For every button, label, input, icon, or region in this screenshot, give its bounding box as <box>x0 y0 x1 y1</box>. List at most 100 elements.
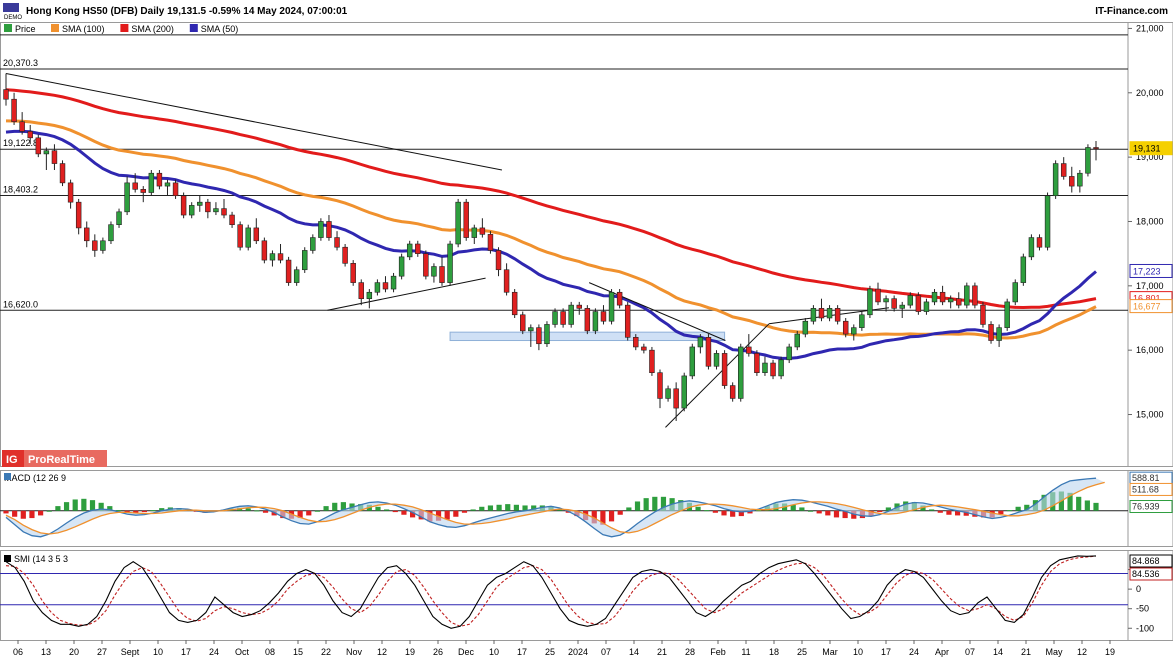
candle-body <box>11 98 17 123</box>
candle-body <box>84 227 90 242</box>
y-tick-label: 17,000 <box>1136 281 1164 291</box>
macd-hist-bar <box>141 510 148 513</box>
macd-hist-bar <box>479 506 485 511</box>
legend-label-0: Price <box>15 24 36 34</box>
price-tag-0: 19,131 <box>1133 144 1161 154</box>
macd-hist-bar <box>505 504 511 511</box>
macd-hist-bar <box>825 510 831 516</box>
price-tag-3: 16,677 <box>1133 302 1161 312</box>
candle-body <box>641 346 647 351</box>
macd-hist-bar <box>756 510 762 512</box>
macd-hist-bar <box>842 510 848 519</box>
smi-y-tick-label: -50 <box>1136 604 1149 614</box>
macd-hist-bar <box>245 508 251 511</box>
candle-body <box>43 150 50 155</box>
candle-body <box>1085 147 1091 174</box>
candle-body <box>75 201 82 229</box>
macd-hist-bar <box>807 510 814 512</box>
macd-hist-bar <box>738 510 744 517</box>
candle-body <box>552 311 558 325</box>
candle-body <box>471 227 478 238</box>
x-tick-label: 10 <box>853 647 863 657</box>
candle-body <box>253 227 260 242</box>
candle-body <box>310 237 316 251</box>
macd-hist-bar <box>946 510 952 515</box>
candle-body <box>503 269 510 293</box>
candle-body <box>431 266 437 277</box>
macd-hist-bar <box>487 505 494 511</box>
macd-hist-bar <box>617 510 623 515</box>
macd-hist-bar <box>513 504 519 511</box>
x-tick-label: 28 <box>685 647 695 657</box>
candle-body <box>810 308 817 322</box>
x-tick-label: 08 <box>265 647 275 657</box>
candle-body <box>528 327 534 332</box>
candle-body <box>762 362 768 373</box>
ig-logo-text: IG <box>6 454 18 466</box>
level-label-3: 16,620.0 <box>3 299 38 309</box>
candle-body <box>544 324 550 345</box>
legend-label-3: SMA (50) <box>201 24 239 34</box>
macd-hist-bar <box>1067 492 1073 511</box>
candle-body <box>520 314 526 332</box>
macd-hist-bar <box>730 510 736 517</box>
y-tick-label: 21,000 <box>1136 23 1164 33</box>
candle-body <box>447 243 453 283</box>
candle-body <box>51 150 58 164</box>
x-tick-label: 17 <box>181 647 191 657</box>
candle-body <box>956 298 962 306</box>
macd-hist-bar <box>81 498 87 511</box>
macd-hist-bar <box>89 500 96 511</box>
candle-body <box>980 304 986 325</box>
macd-hist-bar <box>963 510 969 516</box>
x-tick-label: 12 <box>377 647 387 657</box>
x-tick-label: 21 <box>1021 647 1031 657</box>
smi-tag-box-0 <box>1129 554 1173 568</box>
candle-body <box>67 182 74 203</box>
candle-body <box>633 337 639 348</box>
candle-body <box>794 333 800 348</box>
candle-body <box>616 291 623 306</box>
y-tick-label: 15,000 <box>1136 410 1164 420</box>
candle-body <box>778 359 784 377</box>
candle-body <box>705 337 712 367</box>
candle-body <box>213 208 219 213</box>
legend-swatch-2 <box>120 24 129 32</box>
candle-body <box>245 227 251 248</box>
candle-body <box>584 308 591 332</box>
smi-y-tick-label: -100 <box>1136 623 1154 633</box>
macd-hist-bar <box>98 502 104 511</box>
candle-body <box>1036 237 1043 248</box>
watermark-box <box>24 450 107 467</box>
macd-hist-bar <box>12 510 18 517</box>
candle-body <box>293 269 300 283</box>
macd-hist-bar <box>3 510 9 514</box>
x-tick-label: 07 <box>601 647 611 657</box>
candle-body <box>1020 256 1027 283</box>
macd-hist-bar <box>262 510 269 513</box>
x-tick-label: 19 <box>1105 647 1115 657</box>
candle-body <box>277 253 284 261</box>
candle-body <box>568 304 574 325</box>
x-tick-label: 17 <box>881 647 891 657</box>
candle-body <box>826 308 833 319</box>
macd-hist-bar <box>790 504 796 511</box>
candle-body <box>624 304 631 338</box>
macd-hist-bar <box>929 509 935 511</box>
y-tick-label: 18,000 <box>1136 216 1164 226</box>
macd-hist-bar <box>314 510 321 512</box>
macd-hist-bar <box>643 498 649 511</box>
macd-hist-bar <box>384 509 390 511</box>
x-tick-label: 10 <box>489 647 499 657</box>
trend-line-0 <box>5 72 503 171</box>
candle-body <box>1028 237 1035 258</box>
candle-body <box>851 327 857 335</box>
macd-hist-bar <box>38 510 44 516</box>
macd-hist-bar <box>998 510 1004 515</box>
macd-hist-bar <box>159 508 165 511</box>
chart-header: DEMO Hong Kong HS50 (DFB) Daily 19,131.5 … <box>3 3 1168 21</box>
candle-body <box>713 353 720 367</box>
macd-tag-2: 76.939 <box>1132 502 1160 512</box>
candle-body <box>689 346 696 377</box>
trend-line-2 <box>665 323 770 428</box>
